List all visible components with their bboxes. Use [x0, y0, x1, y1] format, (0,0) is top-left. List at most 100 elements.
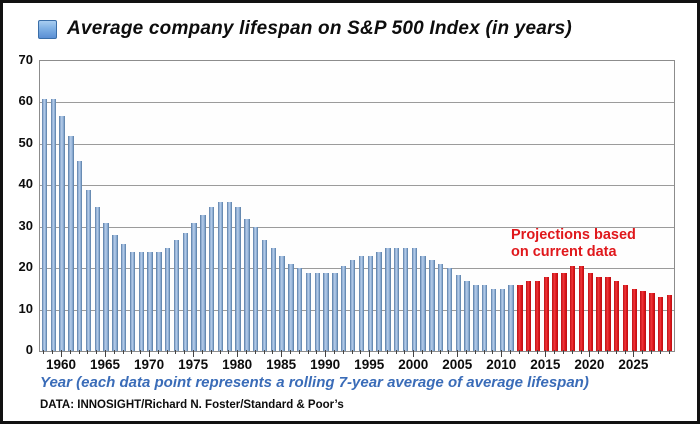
- legend-swatch-icon: [38, 19, 57, 39]
- x-tick-label-2005: 2005: [442, 357, 473, 372]
- x-tick-2019: [580, 350, 582, 354]
- x-tick-1973: [175, 350, 177, 354]
- bar-projection-2015: [543, 276, 549, 351]
- bar-projection-2012: [517, 284, 523, 351]
- bar-historical-2000: [411, 247, 417, 351]
- bar-historical-2009: [490, 289, 497, 351]
- x-tick-1966: [113, 350, 115, 354]
- bar-projection-2018: [570, 266, 576, 351]
- x-tick-2018: [571, 350, 573, 354]
- x-tick-label-1985: 1985: [266, 357, 297, 372]
- x-tick-1964: [96, 350, 98, 354]
- x-tick-2013: [527, 350, 529, 354]
- x-tick-1969: [140, 350, 142, 354]
- bar-historical-2007: [473, 284, 479, 351]
- bar-historical-1978: [217, 202, 224, 351]
- x-tick-2016: [554, 350, 556, 354]
- bar-historical-1967: [120, 243, 127, 351]
- x-tick-2028: [659, 350, 661, 354]
- gridline-60: [40, 102, 674, 103]
- x-tick-1965: [105, 350, 107, 357]
- bar-historical-1977: [209, 206, 215, 351]
- x-tick-2017: [562, 350, 564, 354]
- bar-projection-2013: [526, 280, 532, 351]
- x-tick-label-1960: 1960: [45, 357, 77, 372]
- bar-historical-1975: [191, 223, 197, 351]
- bar-historical-1987: [297, 268, 303, 351]
- x-tick-2005: [457, 350, 459, 357]
- gridline-40: [40, 185, 674, 186]
- projection-annotation-line2: on current data: [511, 244, 617, 260]
- bar-historical-2006: [464, 280, 470, 351]
- x-tick-1981: [245, 350, 247, 354]
- bar-historical-1981: [244, 218, 250, 351]
- bar-projection-2029: [666, 295, 673, 351]
- x-tick-1996: [378, 350, 379, 354]
- gridline-30: [40, 227, 674, 228]
- x-tick-label-2020: 2020: [574, 357, 605, 372]
- x-tick-1976: [201, 350, 203, 354]
- gridline-20: [40, 268, 674, 269]
- x-tick-2000: [413, 350, 415, 357]
- x-tick-2007: [474, 350, 476, 354]
- x-tick-1961: [69, 350, 71, 354]
- x-tick-1967: [122, 350, 124, 354]
- bar-historical-2005: [455, 274, 461, 351]
- bar-historical-2008: [481, 284, 488, 351]
- x-tick-2008: [483, 350, 485, 354]
- x-tick-2025: [633, 350, 635, 357]
- x-tick-1975: [193, 350, 195, 357]
- bar-historical-1994: [358, 256, 365, 351]
- x-tick-2023: [615, 350, 617, 354]
- bar-projection-2025: [631, 289, 638, 351]
- x-tick-label-2000: 2000: [398, 357, 429, 372]
- x-tick-1985: [281, 350, 283, 357]
- x-tick-1979: [228, 350, 230, 354]
- x-tick-2010: [501, 350, 503, 357]
- x-tick-label-2015: 2015: [530, 357, 561, 372]
- bar-historical-1982: [253, 227, 259, 351]
- x-tick-2002: [430, 350, 432, 354]
- bar-historical-2002: [429, 260, 435, 351]
- bar-historical-1983: [261, 239, 268, 351]
- x-tick-1968: [131, 350, 133, 354]
- x-tick-1972: [166, 350, 168, 354]
- bar-historical-1961: [68, 136, 74, 351]
- gridline-50: [40, 144, 674, 145]
- x-tick-2014: [536, 350, 538, 354]
- x-tick-1980: [237, 350, 239, 357]
- x-tick-2027: [650, 350, 652, 354]
- x-tick-1962: [78, 350, 80, 354]
- bar-historical-1972: [164, 247, 171, 351]
- bar-projection-2016: [552, 272, 558, 351]
- x-tick-1970: [149, 350, 151, 357]
- bar-historical-1986: [288, 264, 294, 351]
- y-tick-label-60: 60: [18, 93, 33, 109]
- x-tick-1971: [157, 350, 159, 354]
- bar-historical-1964: [94, 206, 100, 351]
- bar-historical-1971: [156, 251, 162, 351]
- bar-historical-1990: [323, 272, 329, 351]
- bar-historical-1989: [314, 272, 321, 351]
- bar-historical-1962: [76, 161, 83, 351]
- bar-projection-2017: [561, 272, 567, 351]
- x-tick-1959: [52, 350, 54, 354]
- x-axis-caption: Year (each data point represents a rolli…: [40, 374, 589, 391]
- gridline-10: [40, 310, 674, 311]
- bar-historical-1991: [332, 272, 338, 351]
- bar-historical-1969: [138, 251, 144, 351]
- x-tick-1995: [369, 350, 371, 357]
- x-tick-1989: [316, 350, 318, 354]
- bar-historical-1963: [85, 190, 92, 351]
- y-tick-label-10: 10: [18, 300, 33, 316]
- x-tick-1999: [404, 350, 406, 354]
- bar-historical-1973: [173, 239, 180, 351]
- x-tick-label-1965: 1965: [90, 357, 121, 372]
- bar-historical-1966: [112, 235, 118, 351]
- x-tick-1997: [386, 350, 388, 354]
- bar-historical-1988: [305, 272, 312, 351]
- x-tick-1958: [43, 350, 45, 354]
- bar-historical-1974: [182, 233, 188, 351]
- x-tick-2021: [598, 350, 600, 354]
- x-tick-label-1970: 1970: [134, 357, 165, 372]
